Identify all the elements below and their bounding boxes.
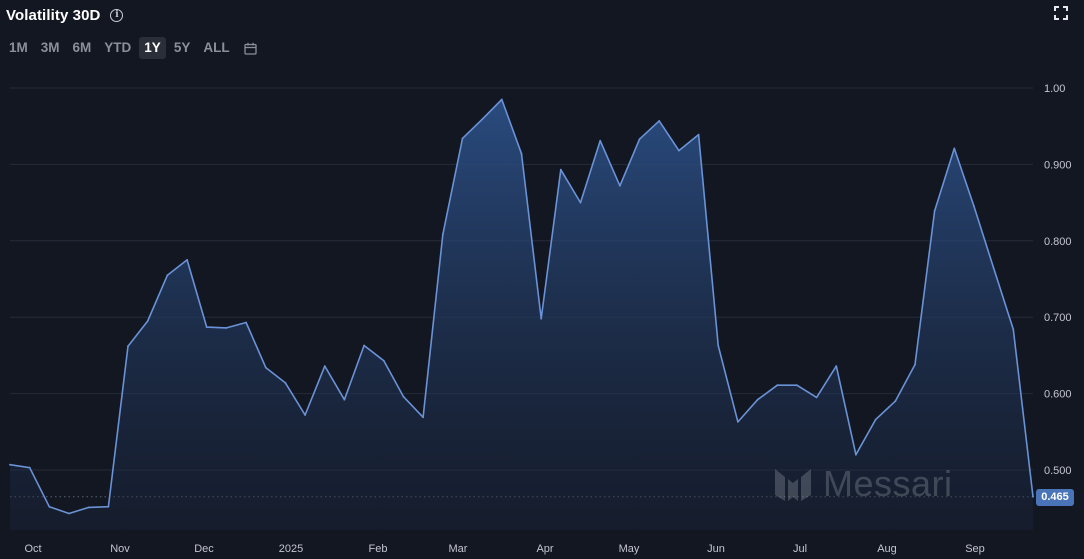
data-point (205, 326, 208, 328)
y-tick-label: 0.700 (1044, 312, 1072, 324)
x-tick-label: Feb (369, 543, 388, 555)
data-point (48, 505, 51, 508)
data-point (1032, 495, 1034, 498)
data-point (835, 365, 838, 367)
data-point (245, 321, 248, 324)
data-point (87, 506, 90, 509)
data-point (304, 414, 306, 416)
calendar-icon[interactable] (243, 42, 257, 55)
x-tick-label: Dec (194, 543, 214, 555)
range-all-button[interactable]: ALL (203, 40, 230, 55)
data-point (756, 398, 759, 401)
data-point (933, 210, 936, 212)
data-point (28, 466, 31, 469)
x-tick-label: Jul (793, 543, 807, 555)
data-point (107, 505, 110, 508)
chart-header: Volatility 30D i (6, 4, 124, 26)
range-3m-button[interactable]: 3M (40, 40, 60, 55)
data-point (658, 120, 661, 122)
data-point (599, 139, 602, 142)
x-tick-label: Mar (449, 543, 468, 555)
data-point (9, 463, 11, 466)
data-point (874, 418, 877, 421)
x-tick-label: Aug (877, 543, 897, 555)
range-1m-button[interactable]: 1M (9, 40, 28, 55)
y-tick-label: 0.900 (1044, 159, 1072, 171)
data-point (402, 395, 405, 398)
x-tick-label: 2025 (279, 543, 303, 555)
data-point (697, 133, 700, 136)
y-tick-label: 0.600 (1044, 389, 1072, 401)
x-tick-label: Jun (707, 543, 725, 555)
data-point (1012, 328, 1015, 331)
data-point (127, 345, 129, 348)
data-point (422, 416, 424, 419)
data-point (992, 267, 995, 270)
data-point (619, 184, 621, 187)
area-fill (10, 99, 1033, 530)
y-tick-label: 1.00 (1044, 83, 1065, 95)
x-tick-label: Nov (110, 543, 130, 555)
y-axis: 1.00 0.900 0.800 0.700 0.600 0.500 (1044, 83, 1072, 477)
messari-logo-icon (775, 469, 811, 501)
data-point (264, 366, 267, 369)
data-point (284, 382, 287, 384)
data-point (855, 453, 857, 456)
data-point (815, 396, 818, 399)
data-point (186, 259, 189, 261)
expand-icon[interactable] (1054, 6, 1068, 20)
data-point (520, 152, 523, 155)
data-point (678, 149, 680, 152)
watermark-text: Messari (823, 463, 953, 504)
data-point (973, 205, 975, 208)
series-line (9, 98, 1034, 515)
data-point (68, 512, 70, 515)
time-range-selector: 1M 3M 6M YTD 1Y 5Y ALL (4, 37, 257, 59)
data-point (953, 147, 956, 150)
data-point (500, 98, 503, 101)
data-point (343, 398, 346, 401)
data-point (579, 201, 582, 204)
x-tick-label: Oct (24, 543, 41, 555)
data-point (717, 344, 720, 347)
data-point (441, 233, 444, 236)
range-5y-button[interactable]: 5Y (173, 40, 191, 55)
data-point (146, 320, 149, 322)
data-point (461, 137, 464, 140)
data-point (776, 384, 779, 387)
data-point (382, 359, 385, 362)
info-icon[interactable]: i (110, 8, 124, 22)
x-tick-label: Apr (536, 543, 553, 555)
data-point (481, 118, 484, 121)
last-value-tag: 0.465 (1036, 489, 1074, 506)
messari-watermark: Messari (773, 463, 953, 505)
chart-title: Volatility 30D (6, 6, 101, 24)
x-axis: Oct Nov Dec 2025 Feb Mar Apr May Jun Jul Aug Sep (24, 543, 984, 555)
range-6m-button[interactable]: 6M (72, 40, 92, 55)
y-tick-label: 0.800 (1044, 236, 1072, 248)
data-point (540, 317, 543, 320)
y-tick-label: 0.500 (1044, 465, 1072, 477)
range-1y-button[interactable]: 1Y (139, 37, 166, 59)
data-point (166, 274, 169, 277)
data-point (363, 344, 365, 347)
data-point (796, 384, 798, 387)
x-tick-label: May (619, 543, 640, 555)
data-point (914, 363, 916, 366)
data-point (638, 138, 641, 141)
range-ytd-button[interactable]: YTD (104, 40, 132, 55)
area-fill-path (10, 99, 1033, 530)
data-point (225, 327, 228, 329)
data-point (559, 168, 562, 171)
x-tick-label: Sep (965, 543, 985, 555)
data-point (737, 421, 739, 423)
data-point (323, 365, 326, 367)
data-point (894, 400, 897, 403)
